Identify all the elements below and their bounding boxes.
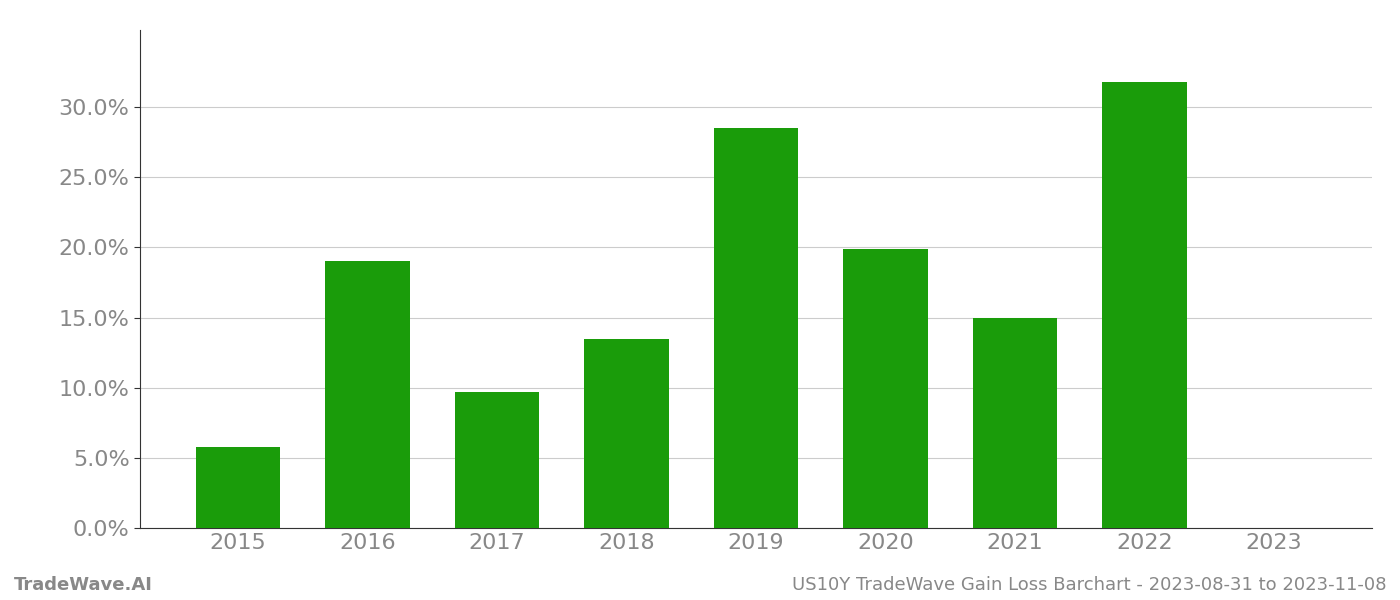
Bar [455, 392, 539, 528]
Bar [843, 249, 928, 528]
Bar [714, 128, 798, 528]
Bar [1102, 82, 1187, 528]
Bar [973, 317, 1057, 528]
Bar [584, 338, 669, 528]
Bar [325, 262, 410, 528]
Bar [196, 446, 280, 528]
Text: TradeWave.AI: TradeWave.AI [14, 576, 153, 594]
Text: US10Y TradeWave Gain Loss Barchart - 2023-08-31 to 2023-11-08: US10Y TradeWave Gain Loss Barchart - 202… [791, 576, 1386, 594]
